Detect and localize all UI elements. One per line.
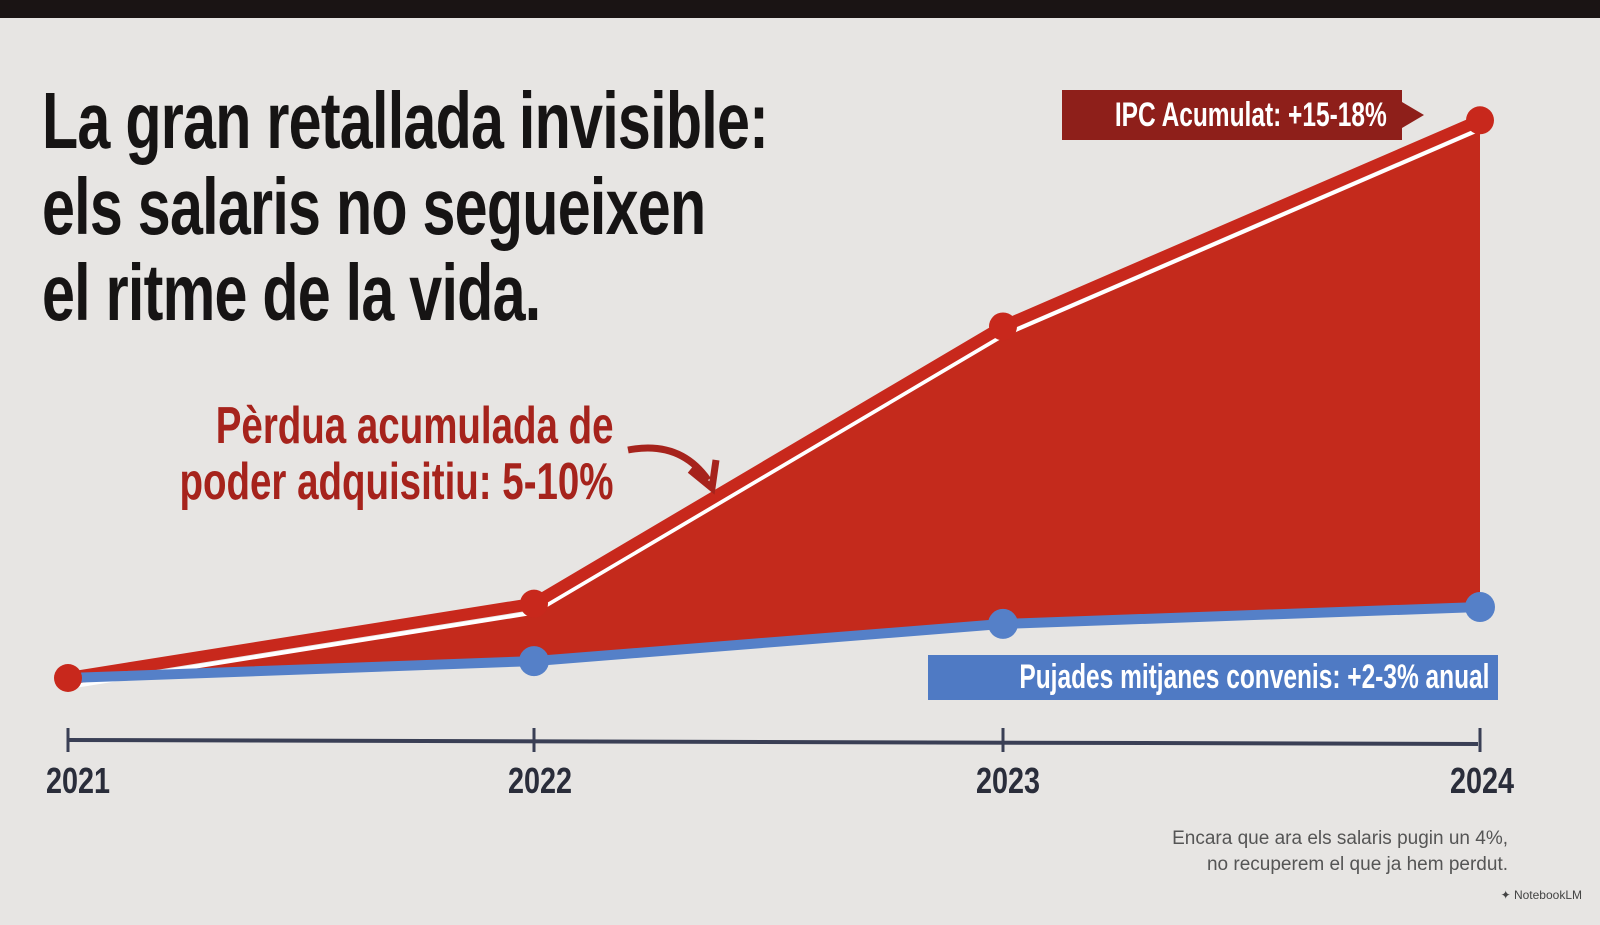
ipc-label: IPC Acumulat: +15-18% [1062,90,1424,140]
ipc-inner-line [67,127,1481,689]
x-tick-label: 2024 [1450,760,1515,801]
ipc-point [1466,106,1494,135]
title-line: el ritme de la vida. [42,248,541,337]
brand-text: NotebookLM [1513,888,1582,902]
loss-area [68,128,1480,687]
x-axis [67,738,1479,746]
footnote: Encara que ara els salaris pugin un 4%, … [1172,826,1508,878]
ipc-line [67,114,1483,684]
salary-label: Pujades mitjanes convenis: +2-3% anual [928,655,1498,700]
salary-point [988,608,1018,639]
x-tick-label: 2022 [508,760,573,801]
x-tick-label: 2023 [976,760,1041,801]
footnote-line: Encara que ara els salaris pugin un 4%, [1172,828,1508,849]
ipc-point [989,312,1017,341]
salary-point [1465,592,1495,623]
footnote-line: no recuperem el que ja hem perdut. [1206,854,1508,875]
salary-label-text: Pujades mitjanes convenis: +2-3% anual [1019,658,1490,696]
salary-line [67,602,1481,683]
brand-watermark: ✦ NotebookLM [1500,888,1582,902]
loss-line: Pèrdua acumulada de [216,397,614,455]
ipc-point [54,664,82,692]
title-line: els salaris no segueixen [42,162,706,251]
salary-point [519,646,549,677]
chart-title: La gran retallada invisible: els salaris… [42,76,769,337]
ipc-point [520,589,548,618]
x-tick-label: 2021 [46,760,111,801]
loss-annotation: Pèrdua acumulada de poder adquisitiu: 5-… [180,398,614,510]
title-line: La gran retallada invisible: [42,76,769,165]
arrow-head-icon [687,459,720,495]
ipc-label-text: IPC Acumulat: +15-18% [1114,96,1387,134]
arrow-icon [627,444,711,483]
loss-line: poder adquisitiu: 5-10% [179,453,614,511]
